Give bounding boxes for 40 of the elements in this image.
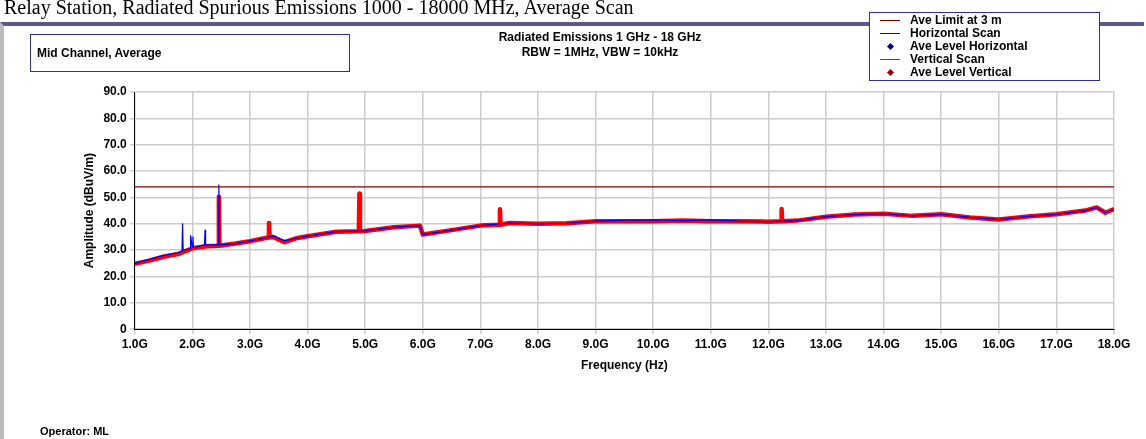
- legend-label: Vertical Scan: [910, 52, 985, 66]
- y-tick-label: 40.0: [103, 216, 128, 231]
- x-tick-label: 2.0G: [179, 336, 206, 351]
- x-tick-label: 11.0G: [694, 336, 727, 351]
- x-tick-label: 7.0G: [467, 336, 494, 351]
- y-tick-label: 90.0: [103, 84, 128, 99]
- x-tick-label: 15.0G: [924, 336, 958, 351]
- x-tick-label: 1.0G: [121, 336, 148, 351]
- chart-title: Radiated Emissions 1 GHz - 18 GHz: [497, 30, 703, 45]
- y-tick-label: 10.0: [103, 295, 128, 310]
- text: Operator: ML: [40, 425, 110, 437]
- y-tick-label: 70.0: [103, 137, 128, 152]
- y-axis-title: Amplitude (dBuV/m): [81, 152, 96, 269]
- y-tick-label: 60.0: [103, 163, 128, 178]
- x-tick-label: 14.0G: [867, 336, 900, 351]
- y-tick-label: 30.0: [103, 242, 128, 257]
- y-tick-label: 0: [120, 321, 128, 336]
- x-tick-label: 3.0G: [236, 336, 263, 351]
- legend-label: Ave Level Horizontal: [910, 39, 1028, 53]
- y-tick-label: 20.0: [103, 268, 128, 283]
- chart-subtitle: RBW = 1MHz, VBW = 10kHz: [520, 45, 680, 60]
- text: Relay Station, Radiated Spurious Emissions 1000 - 18000 MHz, Average Scan: [4, 0, 634, 19]
- text: Mid Channel, Average: [30, 34, 350, 72]
- legend-label: Ave Level Vertical: [910, 65, 1012, 79]
- x-tick-label: 13.0G: [809, 336, 843, 351]
- x-tick-label: 5.0G: [352, 336, 379, 351]
- x-tick-label: 16.0G: [982, 336, 1016, 351]
- legend-label: Horizontal Scan: [910, 26, 1001, 40]
- x-tick-label: 10.0G: [636, 336, 670, 351]
- x-tick-label: 12.0G: [752, 336, 785, 351]
- x-tick-label: 9.0G: [582, 336, 609, 351]
- x-tick-label: 4.0G: [294, 336, 321, 351]
- x-tick-label: 17.0G: [1040, 336, 1073, 351]
- x-axis-title: Frequency (Hz): [581, 358, 668, 373]
- legend-label: Ave Limit at 3 m: [910, 13, 1002, 27]
- x-tick-label: 8.0G: [524, 336, 551, 351]
- x-tick-label: 18.0G: [1097, 336, 1131, 351]
- y-tick-label: 50.0: [103, 189, 128, 204]
- x-tick-label: 6.0G: [409, 336, 436, 351]
- y-tick-label: 80.0: [103, 110, 128, 125]
